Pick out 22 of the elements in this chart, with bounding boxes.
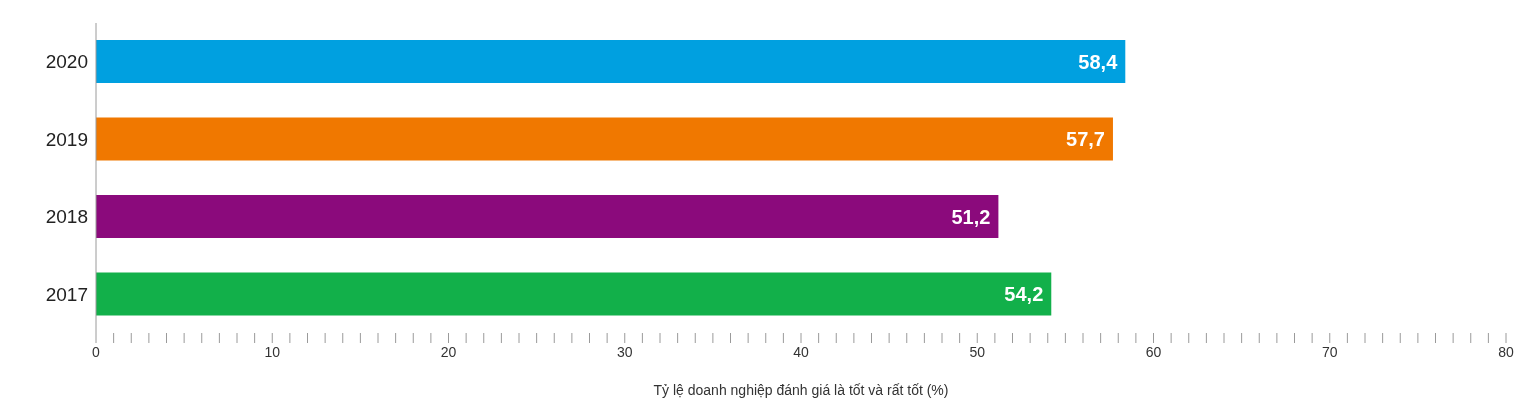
x-tick-label: 0	[92, 344, 101, 360]
bar	[96, 117, 1113, 161]
x-tick-label: 30	[616, 344, 633, 360]
y-tick-label: 2019	[45, 128, 88, 150]
y-tick-label: 2017	[45, 283, 88, 305]
x-tick-label: 10	[264, 344, 281, 360]
bar	[96, 272, 1052, 316]
x-tick-label: 60	[1145, 344, 1162, 360]
x-tick-label: 50	[969, 344, 986, 360]
x-tick-label: 20	[440, 344, 457, 360]
bar	[96, 40, 1126, 84]
data-label: 58,4	[1078, 50, 1119, 73]
data-label: 57,7	[1066, 128, 1105, 151]
x-tick-label: 70	[1321, 344, 1338, 360]
data-label: 54,2	[1004, 283, 1044, 306]
y-tick-label: 2020	[45, 51, 88, 73]
y-tick-label: 2018	[45, 206, 88, 228]
data-label: 51,2	[951, 205, 991, 228]
bar	[96, 195, 999, 239]
x-tick-label: 40	[793, 344, 809, 360]
x-axis-title: Tỷ lệ doanh nghiệp đánh giá là tốt và rất tốt (%)	[653, 382, 949, 398]
x-tick-label: 80	[1498, 344, 1514, 360]
